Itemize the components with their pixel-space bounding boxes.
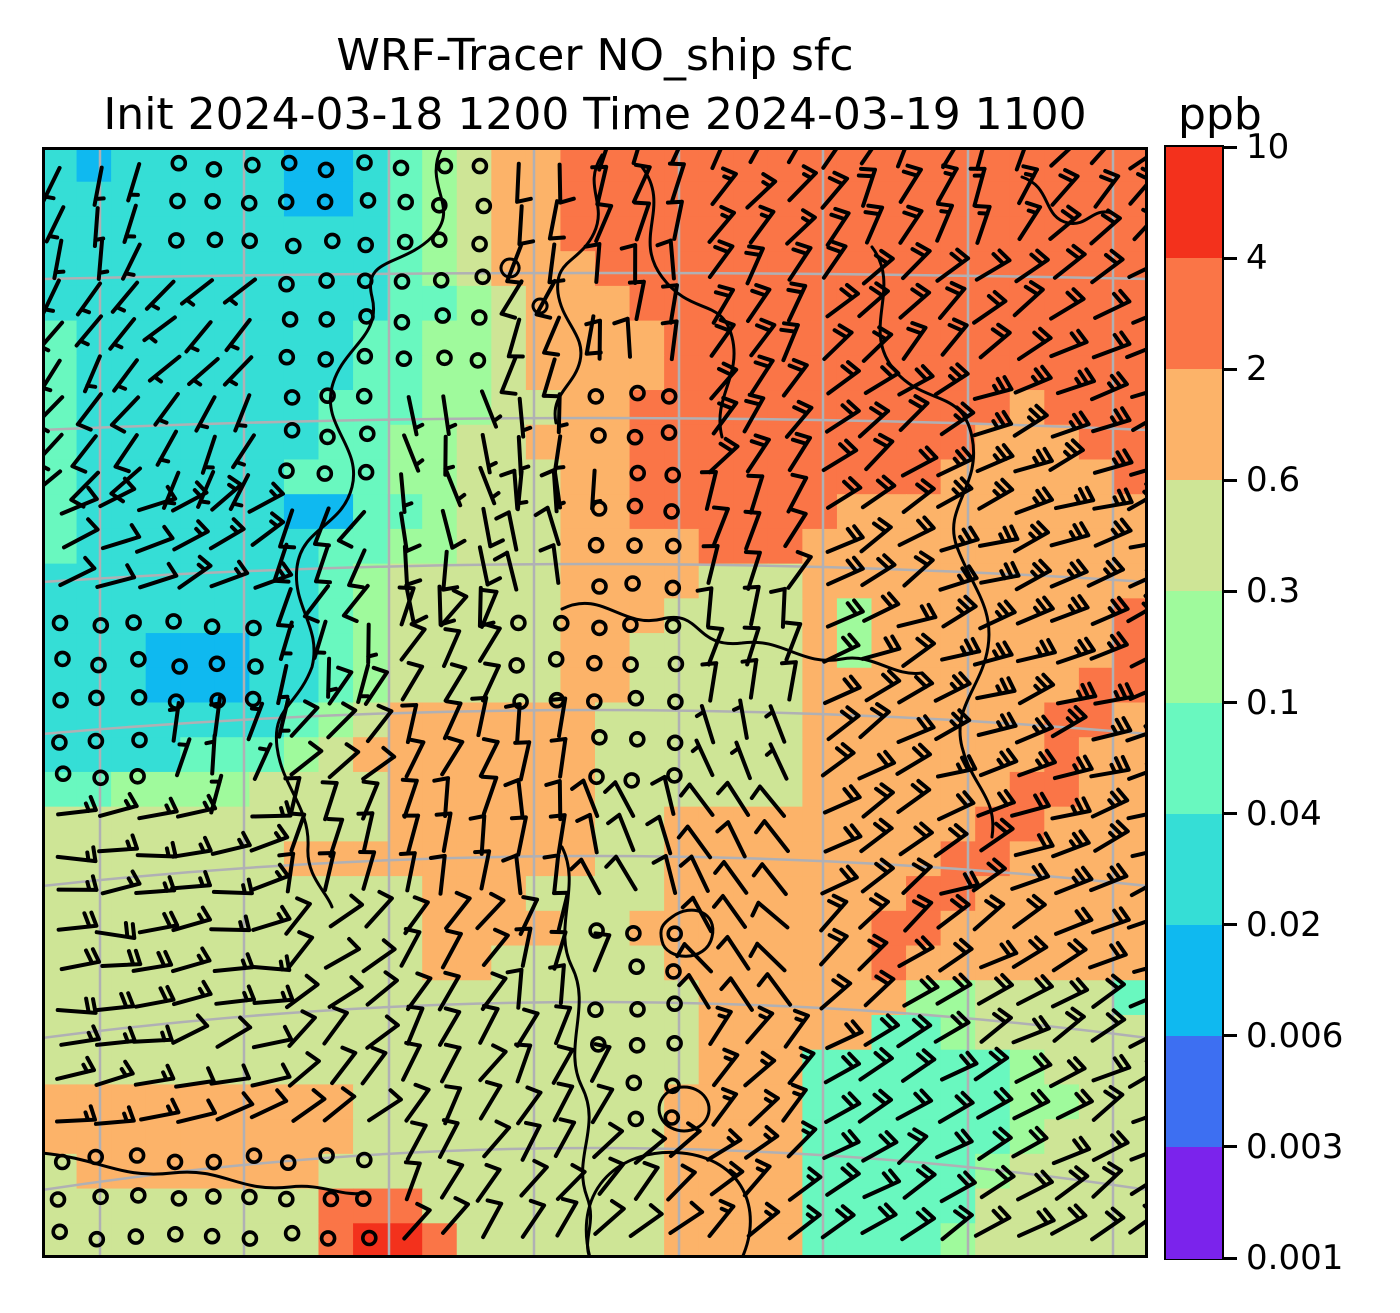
colorbar-segment <box>1166 702 1222 815</box>
colorbar-tick-label: 0.006 <box>1246 1015 1344 1056</box>
colorbar-tick-label: 4 <box>1246 238 1268 279</box>
colorbar-segment <box>1166 369 1222 482</box>
colorbar-segment <box>1166 258 1222 371</box>
colorbar-unit-label: ppb <box>1178 89 1262 140</box>
colorbar-tick <box>1224 478 1237 482</box>
colorbar-tick-label: 0.02 <box>1246 904 1322 945</box>
map-border <box>42 147 1148 1258</box>
colorbar-tick-label: 0.3 <box>1246 571 1301 612</box>
colorbar-segment <box>1166 147 1222 260</box>
wind-barbs <box>42 147 1148 1248</box>
colorbar-tick <box>1224 145 1237 149</box>
colorbar-tick <box>1224 1145 1237 1149</box>
colorbar-segment <box>1166 591 1222 704</box>
colorbar-segment <box>1166 480 1222 593</box>
colorbar-tick <box>1224 256 1237 260</box>
colorbar-tick <box>1224 1256 1237 1260</box>
colorbar-tick-label: 0.6 <box>1246 460 1301 501</box>
colorbar-tick <box>1224 589 1237 593</box>
contour-field <box>42 147 1148 1258</box>
colorbar-tick-label: 2 <box>1246 349 1268 390</box>
colorbar-segment <box>1166 924 1222 1037</box>
colorbar-tick-label: 0.04 <box>1246 793 1322 834</box>
colorbar-tick-label: 0.001 <box>1246 1238 1344 1278</box>
colorbar <box>1164 145 1224 1260</box>
map-canvas <box>42 147 1148 1258</box>
colorbar-segment <box>1166 1146 1222 1259</box>
colorbar-tick <box>1224 701 1237 704</box>
colorbar-tick <box>1224 367 1237 371</box>
plot-title: WRF-Tracer NO_ship sfc <box>336 30 854 81</box>
colorbar-tick <box>1224 1034 1237 1038</box>
plot-subtitle: Init 2024-03-18 1200 Time 2024-03-19 110… <box>103 89 1087 140</box>
colorbar-tick-label: 0.1 <box>1246 682 1301 723</box>
colorbar-segment <box>1166 1035 1222 1148</box>
colorbar-tick <box>1224 812 1237 816</box>
colorbar-tick-label: 10 <box>1246 127 1290 167</box>
colorbar-tick <box>1224 923 1237 927</box>
colorbar-tick-label: 0.003 <box>1246 1126 1344 1167</box>
colorbar-segment <box>1166 813 1222 926</box>
